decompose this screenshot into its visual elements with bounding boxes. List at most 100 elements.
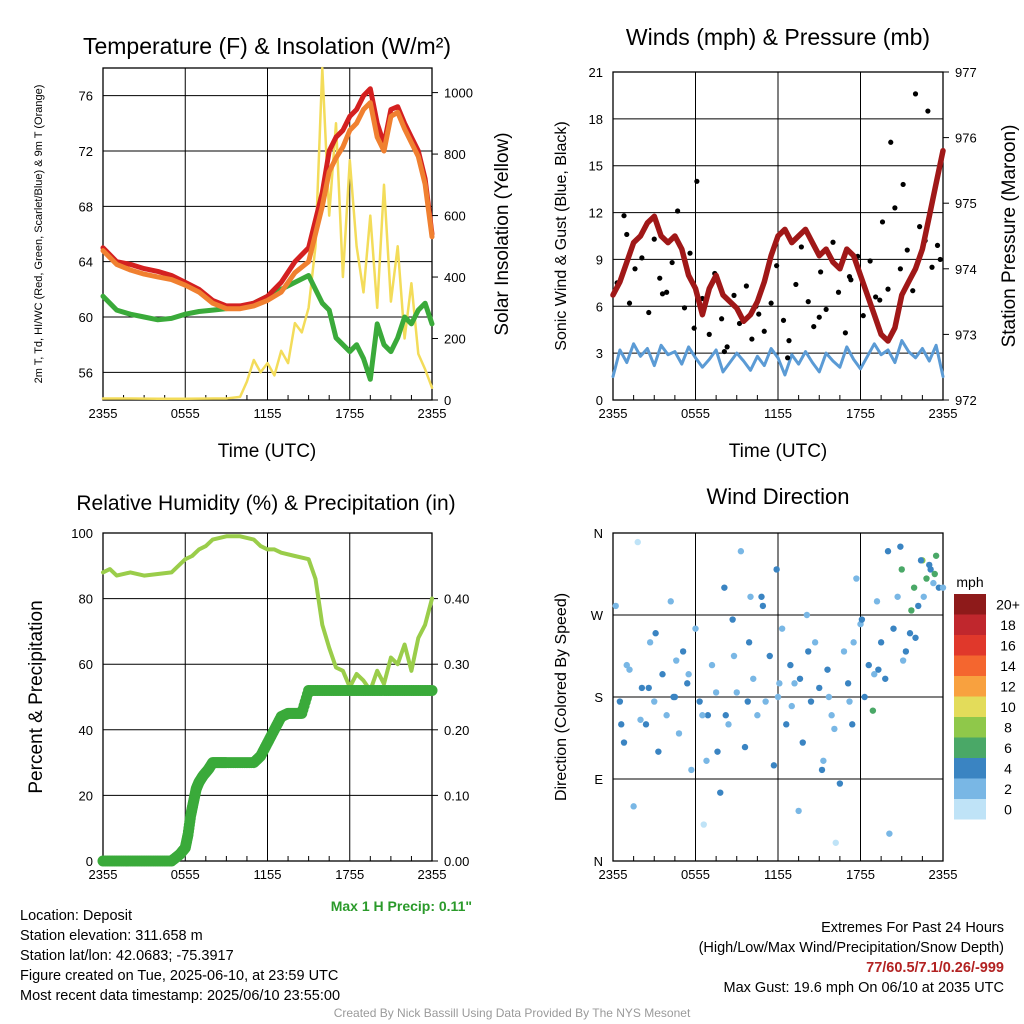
direction-point [816,684,823,692]
direction-tick-label: E [594,772,603,787]
direction-point [898,566,905,573]
direction-point [873,598,881,605]
gust-point [816,314,822,320]
gust-point [681,305,688,311]
direction-point [818,766,826,774]
legend-swatch [954,676,986,697]
direction-point [696,698,703,705]
gust-point [877,297,883,303]
direction-point [930,579,937,587]
direction-point [733,689,740,696]
gust-point [888,139,894,145]
direction-point [645,684,652,692]
direction-point [840,648,848,655]
direction-point [722,712,729,719]
gust-point [900,181,906,188]
direction-point [897,543,904,550]
x-tick-label: 0555 [681,867,710,882]
direction-point [778,625,786,632]
gust-point [743,283,749,289]
direction-point [725,721,732,728]
direction-point [850,639,857,646]
direction-point [877,639,885,646]
y2-tick-label: 200 [444,332,466,347]
extremes-info: Extremes For Past 24 Hours (High/Low/Max… [699,918,1004,998]
direction-point [902,648,910,655]
legend-swatch [954,614,986,635]
legend-label: 4 [1004,760,1012,776]
legend-label: 10 [1000,699,1016,715]
chart-title: Relative Humidity (%) & Precipitation (i… [76,492,455,515]
extremes-title: Extremes For Past 24 Hours [821,920,1004,936]
rh-line [101,534,434,693]
direction-point [708,661,716,669]
winds-pressure-chart: 2355 0555 1155 1755 235503691215182197297397… [553,24,1020,462]
gust-point [786,338,792,344]
legend-label: 2 [1004,781,1012,797]
precip-point [426,684,438,696]
x-tick-label: 1755 [335,867,364,882]
direction-point [807,698,815,705]
direction-point [758,593,765,600]
direction-point [787,661,794,669]
gust-point [897,266,903,272]
gust-point [651,236,657,242]
y-tick-label: 15 [589,159,603,174]
direction-point [824,666,831,673]
gust-point [749,336,755,342]
gust-point [910,288,916,294]
x-tick-label: 2355 [929,867,958,882]
direction-point [675,730,683,737]
direction-tick-label: S [594,690,603,705]
legend-label: 18 [1000,617,1016,633]
gust-point [780,317,787,323]
direction-tick-label: N [594,526,603,541]
y2-tick-label: 0.40 [444,592,469,607]
direction-point [886,830,893,837]
x-tick-label: 2355 [929,406,958,421]
direction-point [717,789,724,796]
direction-point [932,552,940,559]
direction-point [776,680,783,687]
x-axis-label: Time (UTC) [218,441,317,462]
direction-point [679,648,687,655]
direction-point [729,616,736,623]
gust-point [659,291,666,297]
temperature-insolation-chart: 2355 0555 1155 1755 2355 56 60 64 68 72 76 0 200 400 6… [33,33,513,462]
direction-point [920,593,927,600]
direction-point [745,639,753,646]
direction-point [849,721,856,728]
y2-tick-label: 974 [955,262,977,277]
gust-point [719,316,725,322]
legend-label: 16 [1000,637,1016,653]
gust-point [657,275,663,281]
direction-point [931,570,938,578]
direction-point [730,652,738,660]
direction-point [912,634,919,641]
gust-point [646,309,652,316]
x-tick-label: 0555 [681,406,710,421]
gust-point [632,266,638,272]
x-tick-label: 2355 [418,406,447,421]
direction-point [667,598,674,605]
gust-point [846,274,853,280]
legend-label: 6 [1004,740,1012,756]
chart-title: Temperature (F) & Insolation (W/m²) [83,33,451,59]
direction-point [926,561,933,569]
y2-tick-label: 600 [444,209,466,224]
x-tick-label: 2355 [89,867,118,882]
direction-point [853,575,860,582]
legend-swatch [954,737,986,758]
direction-point [832,839,839,846]
gust-point [761,328,767,334]
chart-title: Wind Direction [706,484,849,509]
direction-point [714,748,721,755]
direction-point [831,725,838,733]
y-tick-label: 6 [596,299,603,314]
y2-axis-label: Station Pressure (Maroon) [999,125,1020,348]
gust-point [793,281,799,288]
direction-point [788,702,795,710]
direction-point [744,698,751,705]
y2-tick-label: 977 [955,65,977,80]
